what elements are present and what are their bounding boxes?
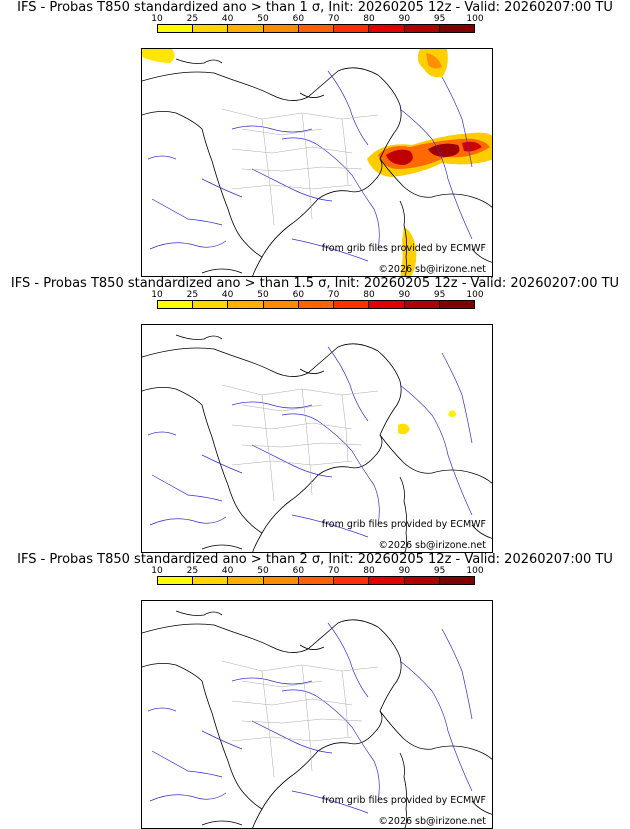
credit-source: from grib files provided by ECMWF bbox=[321, 519, 486, 530]
colorbar-segment bbox=[298, 577, 335, 584]
colorbar-ticks: 10 25 40 50 60 70 80 90 95 100 bbox=[0, 14, 630, 24]
colorbar-tick-label: 70 bbox=[327, 566, 340, 576]
credit-source: from grib files provided by ECMWF bbox=[321, 795, 486, 806]
panel-title: IFS - Probas T850 standardized ano > tha… bbox=[17, 552, 613, 567]
colorbar-tick-label: 80 bbox=[363, 566, 375, 576]
colorbar-segment bbox=[439, 25, 474, 32]
panel-1-5sigma: IFS - Probas T850 standardized ano > tha… bbox=[0, 276, 630, 553]
map-svg bbox=[142, 610, 492, 828]
map-1sigma[interactable]: from grib files provided by ECMWF ©2026 … bbox=[141, 48, 493, 277]
map-svg bbox=[142, 334, 492, 552]
colorbar-tick-label: 10 bbox=[151, 290, 163, 300]
colorbar-ticks: 10 25 40 50 60 70 80 90 95 100 bbox=[0, 290, 630, 300]
colorbar-segment bbox=[193, 25, 229, 32]
colorbar-segment bbox=[404, 577, 440, 584]
colorbar-tick-label: 60 bbox=[292, 14, 305, 24]
colorbar-tick-label: 90 bbox=[398, 14, 411, 24]
colorbar-segment bbox=[334, 301, 370, 308]
colorbar-tick-label: 80 bbox=[363, 290, 375, 300]
colorbar-segment bbox=[228, 301, 264, 308]
rivers bbox=[147, 622, 473, 814]
colorbar-segment bbox=[334, 25, 370, 32]
colorbar-tick-label: 40 bbox=[221, 14, 234, 24]
coastlines-borders bbox=[142, 334, 492, 552]
colorbar-segment bbox=[439, 301, 474, 308]
panel-title: IFS - Probas T850 standardized ano > tha… bbox=[10, 276, 620, 291]
colorbar-tick-label: 95 bbox=[433, 290, 446, 300]
colorbar-tick-label: 50 bbox=[257, 14, 269, 24]
colorbar-tick-label: 10 bbox=[151, 14, 163, 24]
colorbar-tick-label: 60 bbox=[292, 290, 305, 300]
coastlines-borders bbox=[142, 58, 492, 276]
colorbar-tick-label: 90 bbox=[398, 290, 411, 300]
colorbar-segment bbox=[369, 301, 405, 308]
colorbar bbox=[157, 576, 475, 585]
colorbar-tick-label: 95 bbox=[433, 566, 446, 576]
credit-copyright: ©2026 sb@irizone.net bbox=[378, 264, 486, 275]
probability-fields bbox=[142, 49, 492, 276]
colorbar-segment bbox=[369, 577, 405, 584]
panel-title: IFS - Probas T850 standardized ano > tha… bbox=[17, 0, 613, 15]
colorbar-ticks: 10 25 40 50 60 70 80 90 95 100 bbox=[0, 566, 630, 576]
map-1-5sigma[interactable]: from grib files provided by ECMWF ©2026 … bbox=[141, 324, 493, 553]
colorbar-segment bbox=[193, 577, 229, 584]
map-svg bbox=[142, 49, 492, 276]
colorbar-tick-label: 60 bbox=[292, 566, 305, 576]
colorbar-tick-label: 40 bbox=[221, 290, 234, 300]
colorbar-tick-label: 100 bbox=[466, 290, 484, 300]
colorbar-tick-label: 100 bbox=[466, 14, 484, 24]
credit-copyright: ©2026 sb@irizone.net bbox=[378, 816, 486, 827]
colorbar-segment bbox=[158, 25, 194, 32]
colorbar-tick-label: 25 bbox=[186, 290, 199, 300]
colorbar-segment bbox=[298, 25, 335, 32]
colorbar-tick-label: 95 bbox=[433, 14, 446, 24]
colorbar bbox=[157, 24, 475, 33]
colorbar-segment bbox=[263, 577, 299, 584]
colorbar-tick-label: 80 bbox=[363, 14, 375, 24]
panel-1sigma: IFS - Probas T850 standardized ano > tha… bbox=[0, 0, 630, 277]
colorbar-segment bbox=[228, 577, 264, 584]
colorbar-segment bbox=[263, 301, 299, 308]
colorbar-segment bbox=[439, 577, 474, 584]
colorbar-tick-label: 25 bbox=[186, 566, 199, 576]
colorbar-tick-label: 100 bbox=[466, 566, 484, 576]
colorbar-segment bbox=[404, 25, 440, 32]
colorbar-tick-label: 50 bbox=[257, 566, 269, 576]
credit-copyright: ©2026 sb@irizone.net bbox=[378, 540, 486, 551]
colorbar-tick-label: 50 bbox=[257, 290, 269, 300]
colorbar-segment bbox=[193, 301, 229, 308]
rivers bbox=[147, 346, 473, 538]
admin-boundaries bbox=[221, 660, 379, 778]
colorbar-tick-label: 90 bbox=[398, 566, 411, 576]
colorbar bbox=[157, 300, 475, 309]
colorbar-segment bbox=[263, 25, 299, 32]
colorbar-segment bbox=[228, 25, 264, 32]
map-2sigma[interactable]: from grib files provided by ECMWF ©2026 … bbox=[141, 600, 493, 829]
colorbar-segment bbox=[334, 577, 370, 584]
colorbar-tick-label: 25 bbox=[186, 14, 199, 24]
probability-fields bbox=[398, 410, 456, 435]
panel-2sigma: IFS - Probas T850 standardized ano > tha… bbox=[0, 552, 630, 829]
admin-boundaries bbox=[221, 384, 379, 502]
coastlines-borders bbox=[142, 610, 492, 828]
credit-source: from grib files provided by ECMWF bbox=[321, 243, 486, 254]
colorbar-segment bbox=[158, 301, 194, 308]
colorbar-segment bbox=[298, 301, 335, 308]
colorbar-segment bbox=[158, 577, 194, 584]
rivers bbox=[147, 70, 473, 262]
colorbar-segment bbox=[369, 25, 405, 32]
colorbar-tick-label: 10 bbox=[151, 566, 163, 576]
admin-boundaries bbox=[221, 108, 379, 226]
colorbar-tick-label: 70 bbox=[327, 290, 340, 300]
colorbar-tick-label: 40 bbox=[221, 566, 234, 576]
colorbar-segment bbox=[404, 301, 440, 308]
colorbar-tick-label: 70 bbox=[327, 14, 340, 24]
